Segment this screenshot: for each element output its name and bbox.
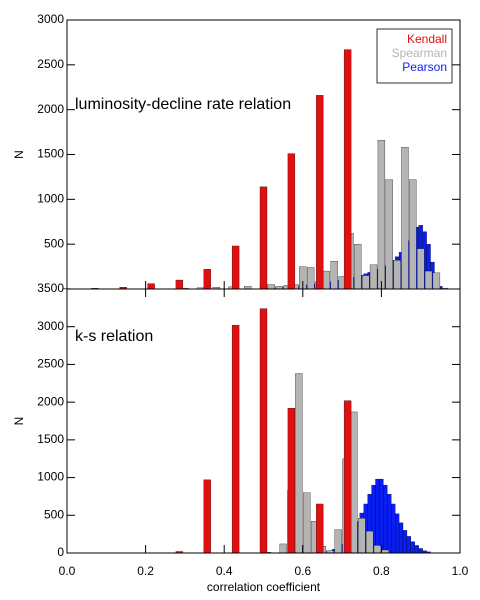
y-tick-label: 2000 (37, 102, 64, 116)
bar (395, 513, 400, 554)
legend-label: Kendall (407, 32, 447, 46)
bar (287, 408, 296, 554)
bar (303, 492, 311, 554)
bar (398, 522, 404, 554)
bar (267, 284, 276, 290)
bar (203, 269, 211, 290)
x-axis-label: correlation coefficient (207, 580, 321, 594)
bar (322, 270, 331, 290)
y-tick-label: 1000 (37, 470, 64, 484)
bar (259, 186, 268, 290)
bar (343, 49, 352, 290)
bar (362, 275, 370, 290)
bar (365, 530, 374, 554)
x-tick-label: 0.0 (59, 564, 76, 578)
legend-label: Spearman (392, 46, 447, 60)
y-axis-label: N (12, 150, 26, 159)
bar (316, 503, 324, 554)
bar (432, 272, 441, 290)
bar (401, 147, 409, 290)
legend-label: Pearson (402, 60, 447, 74)
bar (203, 479, 211, 554)
bar (383, 484, 388, 554)
bar (379, 478, 384, 554)
bar (358, 518, 366, 554)
bar (316, 95, 324, 290)
y-tick-label: 0 (57, 545, 64, 559)
y-axis-label: N (12, 417, 26, 426)
bar (350, 411, 358, 554)
bar (391, 503, 396, 554)
bar (385, 179, 393, 290)
bar (279, 543, 287, 554)
y-tick-label: 1000 (37, 192, 64, 206)
x-tick-label: 0.4 (216, 564, 233, 578)
bar (373, 545, 382, 554)
bar (147, 283, 155, 290)
y-tick-label: 2000 (37, 394, 64, 408)
y-tick-label: 1500 (37, 432, 64, 446)
bar (295, 373, 303, 554)
bar (409, 179, 417, 290)
y-tick-label: 3000 (37, 319, 64, 333)
bar (418, 548, 423, 554)
plot-frame (66, 288, 461, 554)
bar (369, 264, 378, 290)
bar (402, 530, 408, 554)
bar (406, 536, 412, 554)
bar (334, 529, 342, 554)
bar (417, 248, 425, 290)
x-tick-label: 0.2 (137, 564, 154, 578)
bar (259, 308, 268, 554)
bar (377, 140, 386, 290)
annotation: k-s relation (75, 328, 153, 345)
bar (410, 541, 415, 554)
y-tick-label: 3000 (37, 12, 64, 26)
y-tick-label: 3500 (37, 281, 64, 295)
y-tick-label: 500 (44, 236, 64, 250)
bar (414, 545, 419, 554)
bar (175, 279, 184, 290)
bar (287, 153, 296, 290)
x-tick-label: 1.0 (452, 564, 469, 578)
y-tick-label: 500 (44, 507, 64, 521)
bar (231, 245, 240, 290)
y-tick-label: 2500 (37, 357, 64, 371)
bar (330, 261, 338, 290)
bar (307, 267, 315, 290)
bar (354, 244, 362, 290)
x-tick-label: 0.6 (294, 564, 311, 578)
y-tick-label: 2500 (37, 57, 64, 71)
annotation: luminosity-decline rate relation (75, 96, 291, 113)
bar (231, 325, 240, 554)
bar (387, 494, 392, 554)
bar (343, 400, 352, 554)
bar (424, 270, 433, 290)
x-tick-label: 0.8 (373, 564, 390, 578)
legend-box (376, 28, 453, 84)
bar (393, 260, 401, 290)
bar (375, 478, 380, 554)
y-tick-label: 1500 (37, 147, 64, 161)
